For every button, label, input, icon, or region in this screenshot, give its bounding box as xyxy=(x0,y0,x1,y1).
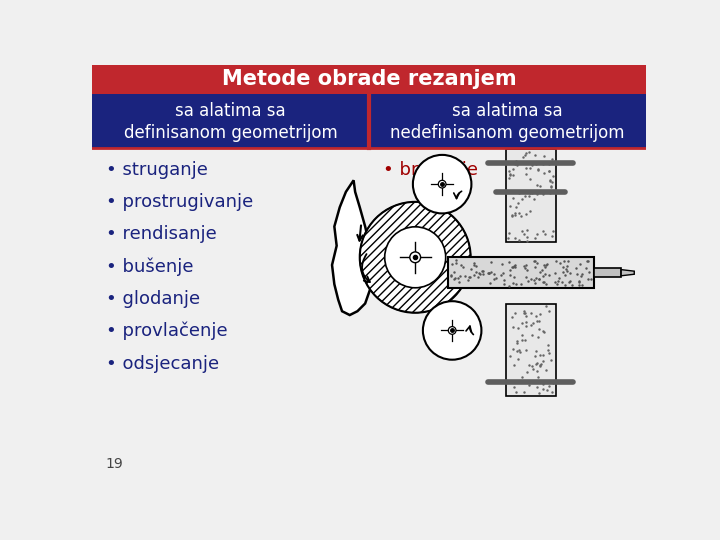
Text: • odsjecanje: • odsjecanje xyxy=(106,355,219,373)
Text: definisanom geometrijom: definisanom geometrijom xyxy=(124,124,337,142)
Circle shape xyxy=(438,180,446,188)
Text: • bušenje: • bušenje xyxy=(106,257,193,276)
Text: nedefinisanom geometrijom: nedefinisanom geometrijom xyxy=(390,124,625,142)
Text: • provlačenje: • provlačenje xyxy=(106,322,228,341)
Text: • brušenje: • brušenje xyxy=(383,160,478,179)
Text: 19: 19 xyxy=(106,457,123,471)
FancyBboxPatch shape xyxy=(594,268,621,278)
Text: • struganje: • struganje xyxy=(106,160,207,179)
Circle shape xyxy=(360,202,471,313)
Text: sa alatima sa: sa alatima sa xyxy=(452,102,563,120)
Text: Metode obrade rezanjem: Metode obrade rezanjem xyxy=(222,70,516,90)
Bar xyxy=(448,257,594,288)
Text: • glodanje: • glodanje xyxy=(106,290,199,308)
Bar xyxy=(92,65,647,94)
Circle shape xyxy=(410,252,420,262)
Circle shape xyxy=(384,227,446,288)
Bar xyxy=(92,94,369,148)
Bar xyxy=(505,150,556,242)
Circle shape xyxy=(423,301,482,360)
Text: • rendisanje: • rendisanje xyxy=(106,225,217,243)
Circle shape xyxy=(413,155,472,213)
Polygon shape xyxy=(621,269,634,276)
Bar xyxy=(505,303,556,396)
Bar xyxy=(369,94,647,148)
Text: sa alatima sa: sa alatima sa xyxy=(175,102,286,120)
Polygon shape xyxy=(332,180,373,315)
Circle shape xyxy=(449,327,456,334)
Text: • prostrugivanje: • prostrugivanje xyxy=(106,193,253,211)
